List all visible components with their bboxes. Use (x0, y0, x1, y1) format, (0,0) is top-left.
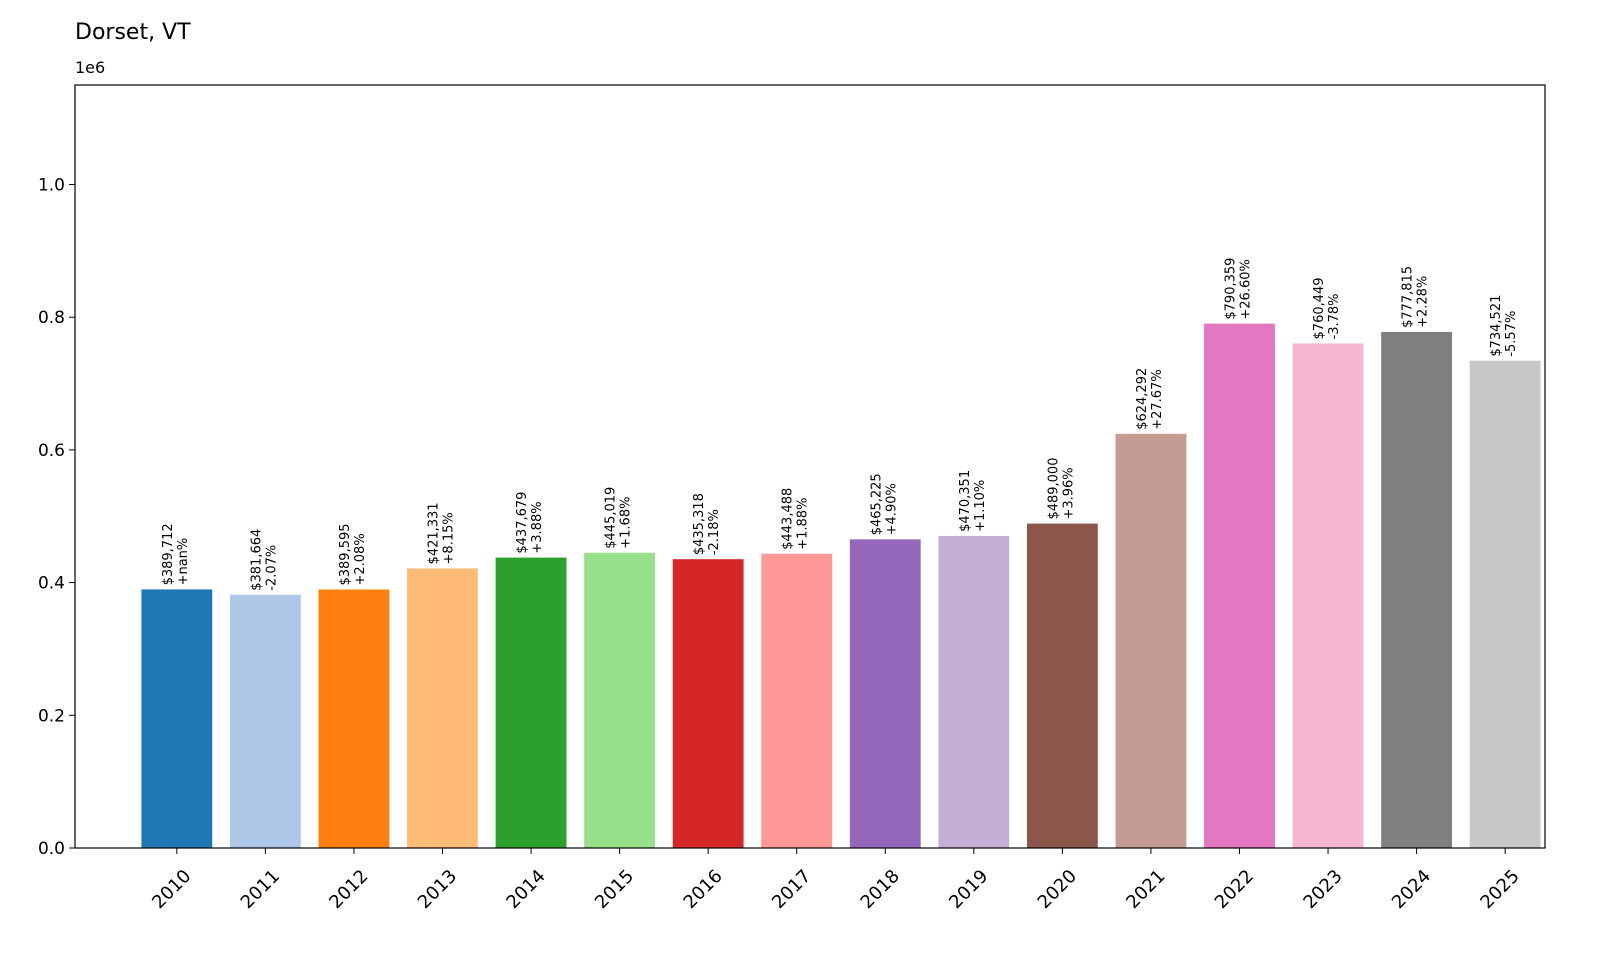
x-tick-label-2024: 2024 (1388, 866, 1435, 913)
change-label-2011: -2.07% (264, 545, 279, 591)
bar-2025 (1469, 360, 1541, 848)
y-tick-label-0.2: 0.2 (38, 706, 65, 726)
change-label-2015: +1.68% (619, 497, 634, 549)
value-label-2013: $421,331 (427, 502, 442, 564)
bar-2023 (1292, 343, 1364, 848)
bar-2020 (1026, 523, 1098, 848)
change-label-2010: +nan% (176, 538, 191, 586)
y-axis-multiplier: 1e6 (75, 58, 106, 77)
chart-title: Dorset, VT (75, 20, 191, 45)
bar-2019 (938, 535, 1010, 848)
value-label-2011: $381,664 (249, 529, 264, 591)
x-tick-label-2016: 2016 (680, 866, 727, 913)
value-label-2022: $790,359 (1223, 258, 1238, 320)
value-label-2021: $624,292 (1135, 368, 1150, 430)
bar-label-2016: $435,318-2.18% (692, 493, 722, 555)
value-label-2012: $389,595 (338, 523, 353, 585)
x-axis: 2010 2011 2012 2013 2014 2015 2016 2017 2018 2019… (148, 848, 1524, 913)
value-label-2020: $489,000 (1046, 458, 1061, 520)
value-label-2014: $437,679 (515, 492, 530, 554)
value-label-2019: $470,351 (958, 470, 973, 532)
x-tick-label-2018: 2018 (857, 866, 904, 913)
change-label-2017: +1.88% (796, 498, 811, 550)
bars-group (141, 323, 1541, 848)
bar-label-2015: $445,019+1.68% (604, 487, 634, 549)
x-tick-label-2023: 2023 (1299, 866, 1346, 913)
change-label-2024: +2.28% (1416, 276, 1431, 328)
bar-label-2024: $777,815+2.28% (1401, 266, 1431, 328)
y-tick-label-0.4: 0.4 (38, 574, 65, 594)
bar-2016 (672, 559, 744, 848)
change-label-2012: +2.08% (353, 533, 368, 585)
x-tick-label-2020: 2020 (1034, 866, 1081, 913)
x-tick-label-2022: 2022 (1211, 866, 1258, 913)
bar-2012 (318, 589, 390, 848)
bar-label-2010: $389,712+nan% (161, 523, 191, 585)
x-tick-label-2013: 2013 (414, 866, 461, 913)
x-tick-label-2015: 2015 (591, 866, 638, 913)
y-tick-label-0.8: 0.8 (38, 308, 65, 328)
bar-2010 (141, 589, 213, 848)
y-tick-label-0.6: 0.6 (38, 441, 65, 461)
value-label-2010: $389,712 (161, 523, 176, 585)
change-label-2025: -5.57% (1504, 311, 1519, 357)
change-label-2022: +26.60% (1238, 259, 1253, 319)
x-tick-label-2010: 2010 (148, 866, 195, 913)
bar-label-2014: $437,679+3.88% (515, 492, 545, 554)
value-label-2015: $445,019 (604, 487, 619, 549)
bar-2015 (584, 552, 656, 848)
bar-label-2012: $389,595+2.08% (338, 523, 368, 585)
bar-2011 (229, 594, 301, 848)
bar-2024 (1381, 331, 1453, 848)
y-tick-label-0.0: 0.0 (38, 839, 65, 859)
bar-label-2022: $790,359+26.60% (1223, 258, 1253, 320)
bar-label-2013: $421,331+8.15% (427, 502, 457, 564)
x-tick-label-2025: 2025 (1476, 866, 1523, 913)
x-tick-label-2021: 2021 (1122, 866, 1169, 913)
bar-2021 (1115, 433, 1187, 848)
value-label-2016: $435,318 (692, 493, 707, 555)
x-tick-label-2011: 2011 (237, 866, 284, 913)
bar-label-2021: $624,292+27.67% (1135, 368, 1165, 430)
x-tick-label-2014: 2014 (502, 866, 549, 913)
bar-2013 (407, 568, 478, 848)
bar-label-2025: $734,521-5.57% (1489, 295, 1519, 357)
change-label-2013: +8.15% (442, 512, 457, 564)
value-label-2025: $734,521 (1489, 295, 1504, 357)
x-tick-label-2012: 2012 (325, 866, 372, 913)
bar-label-2023: $760,449-3.78% (1312, 277, 1342, 339)
y-tick-label-1.0: 1.0 (38, 176, 65, 196)
plot-frame (74, 84, 1546, 849)
data-labels-group: $389,712+nan% $381,664-2.07% $389,595+2.08… (161, 258, 1519, 591)
bar-label-2020: $489,000+3.96% (1046, 458, 1076, 520)
change-label-2023: -3.78% (1327, 293, 1342, 339)
bar-2014 (495, 557, 567, 848)
bar-label-2018: $465,225+4.90% (869, 473, 899, 535)
change-label-2014: +3.88% (530, 501, 545, 553)
change-label-2019: +1.10% (973, 480, 988, 532)
value-label-2018: $465,225 (869, 473, 884, 535)
bar-label-2017: $443,488+1.88% (781, 488, 811, 550)
bar-label-2011: $381,664-2.07% (249, 529, 279, 591)
value-label-2017: $443,488 (781, 488, 796, 550)
change-label-2018: +4.90% (884, 483, 899, 535)
x-tick-label-2019: 2019 (945, 866, 992, 913)
x-tick-label-2017: 2017 (768, 866, 815, 913)
change-label-2020: +3.96% (1061, 467, 1076, 519)
value-label-2024: $777,815 (1401, 266, 1416, 328)
y-axis: 0.0 0.2 0.4 0.6 0.8 1.0 (38, 176, 75, 859)
bar-label-2019: $470,351+1.10% (958, 470, 988, 532)
bar-2017 (761, 553, 833, 848)
change-label-2016: -2.18% (707, 509, 722, 555)
value-label-2023: $760,449 (1312, 277, 1327, 339)
bar-2018 (849, 539, 921, 848)
bar-2022 (1204, 323, 1275, 848)
change-label-2021: +27.67% (1150, 369, 1165, 429)
